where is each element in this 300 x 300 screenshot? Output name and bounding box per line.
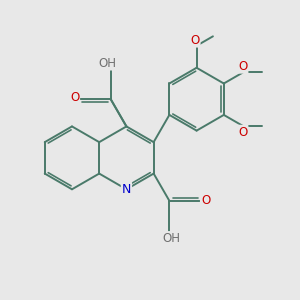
Text: OH: OH: [162, 232, 180, 245]
Text: O: O: [238, 60, 248, 73]
Text: N: N: [122, 183, 131, 196]
Text: O: O: [201, 194, 210, 207]
Text: O: O: [238, 126, 248, 139]
Text: O: O: [190, 34, 200, 46]
Text: OH: OH: [99, 57, 117, 70]
Text: O: O: [70, 91, 79, 104]
